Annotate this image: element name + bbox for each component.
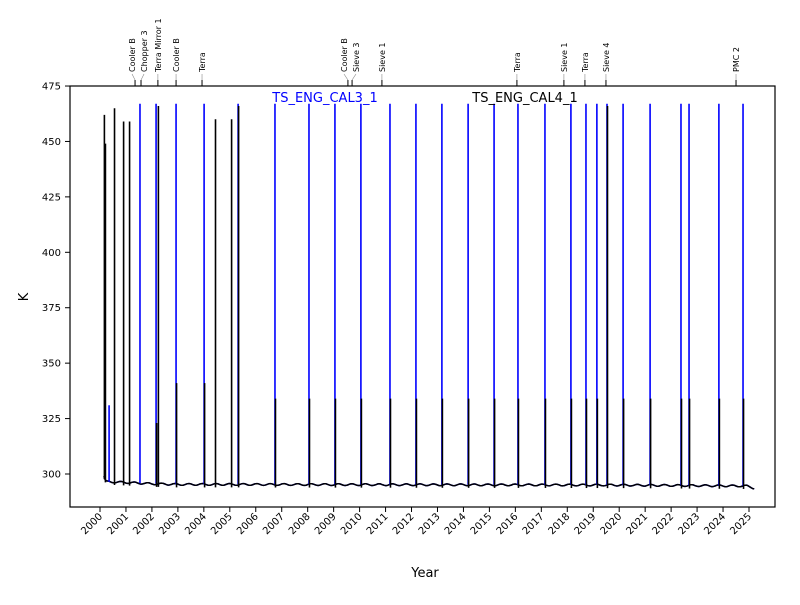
event-label: PMC 2: [732, 47, 741, 72]
x-tick-label: 2013: [417, 511, 443, 537]
x-tick-label: 2022: [650, 511, 676, 537]
event-leader: [343, 73, 349, 81]
event-label: Sieve 1: [378, 42, 387, 72]
event-label: Terra: [513, 52, 522, 73]
legend-cal3: TS_ENG_CAL3_1: [271, 91, 377, 106]
y-axis: 300 325 350 375 400 425 450 475: [42, 82, 70, 481]
cal4-baseline-line: [103, 475, 755, 490]
x-axis: 2000 2001 2002 2003 2004 2005 2006 2007 2008 2009…: [79, 507, 754, 537]
x-tick-label: 2014: [443, 511, 469, 537]
y-tick-label: 375: [42, 303, 61, 314]
event-label: Terra: [198, 52, 207, 73]
event-label: Cooler B: [340, 38, 349, 72]
event-label: Cooler B: [172, 38, 181, 72]
x-tick-label: 2008: [287, 511, 313, 537]
x-axis-label: Year: [410, 566, 439, 581]
event-leader: [131, 73, 136, 81]
y-tick-label: 475: [42, 82, 61, 93]
y-tick-label: 300: [42, 470, 61, 481]
x-tick-label: 2001: [105, 511, 131, 537]
x-tick-label: 2017: [521, 511, 547, 537]
event-label: Sieve 3: [352, 42, 361, 72]
y-tick-label: 350: [42, 359, 61, 370]
x-tick-label: 2019: [573, 511, 599, 537]
x-tick-label: 2000: [79, 511, 105, 537]
y-tick-label: 425: [42, 192, 61, 203]
event-label: Sieve 1: [560, 42, 569, 72]
x-tick-label: 2005: [209, 511, 235, 537]
x-tick-label: 2016: [495, 511, 521, 537]
event-label: Sieve 4: [602, 42, 611, 72]
x-tick-label: 2007: [261, 511, 287, 537]
event-leader: [351, 73, 357, 81]
x-tick-label: 2021: [625, 511, 651, 537]
x-tick-label: 2010: [339, 511, 365, 537]
x-tick-label: 2024: [702, 511, 728, 537]
y-tick-label: 400: [42, 248, 61, 259]
x-tick-label: 2011: [365, 511, 391, 537]
plot-marks: [103, 103, 755, 490]
x-tick-label: 2009: [313, 511, 339, 537]
x-tick-label: 2003: [157, 511, 183, 537]
plot-frame: [69, 85, 776, 508]
y-axis-label: K: [17, 292, 32, 301]
x-tick-label: 2025: [728, 511, 754, 537]
y-tick-label: 325: [42, 414, 61, 425]
cal3-baseline-line: [103, 475, 755, 490]
event-label: Terra Mirror 1: [154, 18, 163, 73]
x-tick-label: 2006: [235, 511, 261, 537]
x-tick-label: 2018: [547, 511, 573, 537]
y-tick-label: 450: [42, 137, 61, 148]
event-leader: [140, 73, 145, 81]
x-tick-label: 2012: [391, 511, 417, 537]
x-tick-label: 2002: [131, 511, 157, 537]
x-tick-label: 2023: [676, 511, 702, 537]
x-tick-label: 2004: [183, 511, 209, 537]
legend-cal4: TS_ENG_CAL4_1: [471, 91, 577, 106]
event-label: Chopper 3: [140, 30, 149, 72]
event-label: Terra: [581, 52, 590, 73]
x-tick-label: 2015: [469, 511, 495, 537]
x-tick-label: 2020: [599, 511, 625, 537]
event-label: Cooler B: [128, 38, 137, 72]
